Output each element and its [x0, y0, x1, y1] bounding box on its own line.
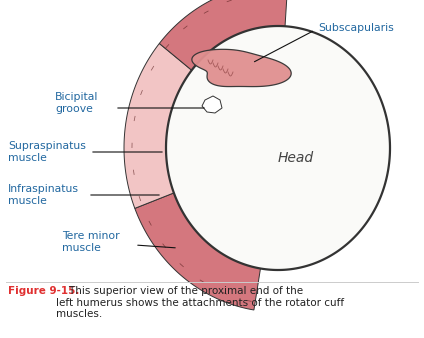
Text: Bicipital
groove: Bicipital groove [55, 92, 98, 114]
Polygon shape [159, 0, 287, 77]
Polygon shape [202, 96, 222, 113]
Polygon shape [124, 44, 199, 208]
Text: Tere minor
muscle: Tere minor muscle [62, 231, 120, 253]
Text: Infraspinatus
muscle: Infraspinatus muscle [8, 184, 79, 206]
Text: This superior view of the proximal end of the
left humerus shows the attachments: This superior view of the proximal end o… [56, 286, 344, 319]
Polygon shape [192, 49, 291, 87]
Text: Head: Head [278, 151, 314, 165]
Polygon shape [135, 189, 262, 310]
Text: Subscapularis: Subscapularis [318, 23, 394, 33]
Polygon shape [166, 26, 390, 270]
Text: Figure 9-15.: Figure 9-15. [8, 286, 79, 296]
Text: Supraspinatus
muscle: Supraspinatus muscle [8, 141, 86, 163]
